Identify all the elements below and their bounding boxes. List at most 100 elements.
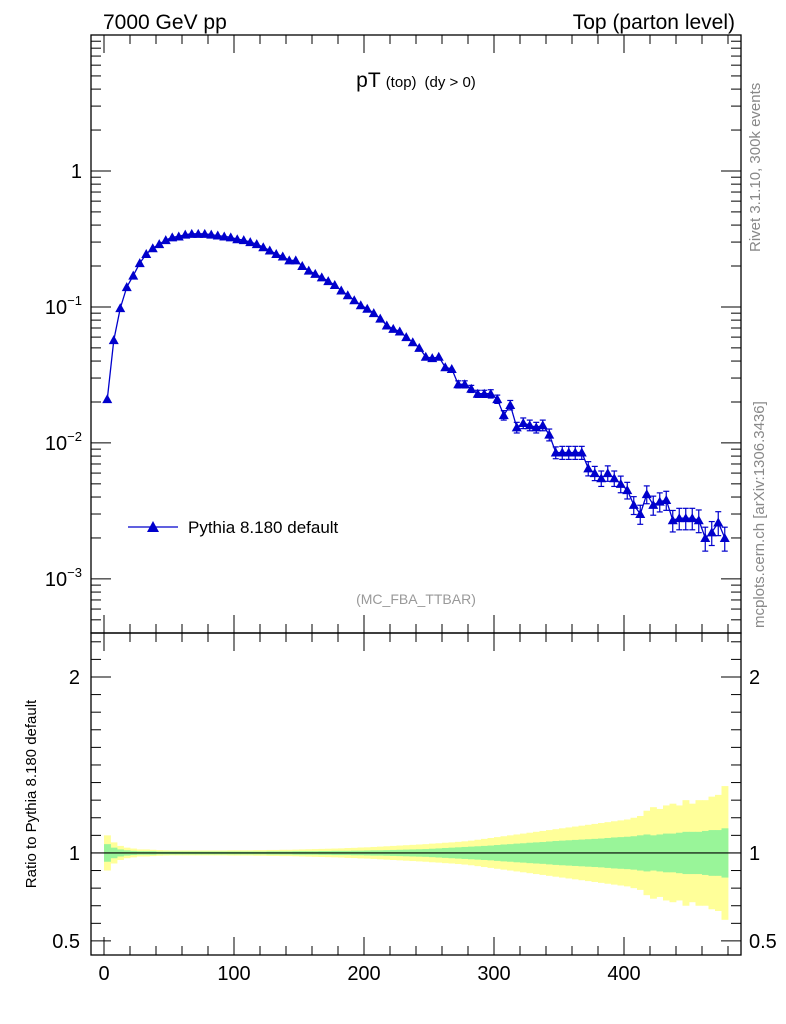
data-point (232, 234, 243, 244)
rivet-version-label: Rivet 3.1.10, 300k events (747, 83, 764, 252)
data-point (303, 265, 314, 275)
data-point (290, 255, 301, 265)
main-plot-frame (90, 34, 742, 634)
data-point (401, 332, 412, 342)
data-point (251, 239, 262, 249)
legend-label: Pythia 8.180 default (188, 518, 339, 537)
data-point (557, 447, 568, 457)
data-point (407, 337, 418, 347)
data-point (368, 308, 379, 318)
data-point (674, 513, 685, 523)
data-point (622, 485, 633, 495)
y-tick-label: 10−1 (45, 293, 82, 319)
data-point (576, 447, 587, 457)
data-point (414, 342, 425, 352)
data-point (687, 513, 698, 523)
y-tick-label: 1 (71, 161, 82, 183)
data-point (186, 228, 197, 238)
ratio-y-tick-label-left: 0.5 (52, 931, 80, 953)
ratio-y-tick-label-left: 1 (69, 843, 80, 865)
data-point (323, 276, 334, 286)
legend-triangle-marker (147, 521, 159, 532)
data-point (160, 235, 171, 245)
data-point (355, 300, 366, 310)
data-point (511, 422, 522, 432)
data-point (154, 239, 165, 249)
x-tick-label: 100 (217, 963, 250, 985)
data-point (225, 232, 236, 242)
data-point (453, 379, 464, 389)
data-point (388, 323, 399, 333)
data-point (219, 231, 230, 241)
data-point (193, 228, 204, 238)
data-point (446, 363, 457, 373)
data-point (212, 230, 223, 240)
data-point (563, 447, 574, 457)
data-point (583, 463, 594, 473)
data-point (693, 515, 704, 525)
data-point (277, 251, 288, 261)
data-point (433, 351, 444, 361)
x-tick-label: 0 (98, 963, 109, 985)
x-tick-label: 400 (607, 963, 640, 985)
header-right: Top (parton level) (573, 11, 735, 34)
data-point (505, 400, 516, 410)
data-point (297, 261, 308, 271)
data-point (121, 282, 132, 292)
data-point (238, 235, 249, 245)
data-point (394, 326, 405, 336)
data-point (713, 517, 724, 527)
y-tick-label: 10−3 (45, 565, 82, 591)
header-left: 7000 GeV pp (103, 11, 227, 34)
data-point (134, 258, 145, 268)
mcplots-source-label: mcplots.cern.ch [arXiv:1306.3436] (751, 401, 768, 628)
data-point (518, 418, 529, 428)
data-point (492, 394, 503, 404)
data-point (141, 249, 152, 259)
data-point (609, 473, 620, 483)
ratio-plot: 0.5 0.5 1 1 2 2 0 100 200 300 400 Ratio to Pythia … (23, 632, 777, 985)
data-point (115, 303, 126, 313)
analysis-watermark: (MC_FBA_TTBAR) (356, 591, 476, 607)
x-tick-label: 300 (477, 963, 510, 985)
data-point (648, 499, 659, 509)
x-tick-label: 200 (347, 963, 380, 985)
data-point (440, 362, 451, 372)
data-point (466, 383, 477, 393)
ratio-plot-frame (90, 632, 742, 956)
data-point (602, 468, 613, 478)
ratio-y-axis-label: Ratio to Pythia 8.180 default (23, 699, 40, 888)
data-point (596, 473, 607, 483)
data-point (102, 394, 113, 404)
data-point (570, 447, 581, 457)
data-point (245, 237, 256, 247)
data-point (342, 290, 353, 300)
data-point (258, 242, 269, 252)
y-tick-label: 10−2 (45, 429, 82, 455)
data-point (459, 379, 470, 389)
data-point (485, 388, 496, 398)
ratio-y-tick-label-left: 2 (69, 667, 80, 689)
data-point (316, 272, 327, 282)
data-point (479, 388, 490, 398)
data-point (264, 245, 275, 255)
data-point (661, 495, 672, 505)
data-point (310, 268, 321, 278)
series-line-pythia (106, 233, 726, 540)
data-point (524, 420, 535, 430)
data-point (362, 303, 373, 313)
data-point (420, 351, 431, 361)
data-point (680, 513, 691, 523)
data-point (700, 532, 711, 542)
data-point (615, 478, 626, 488)
data-point (641, 489, 652, 499)
data-point (147, 243, 158, 253)
data-point (284, 255, 295, 265)
data-point (329, 280, 340, 290)
data-point (381, 320, 392, 330)
data-point (550, 447, 561, 457)
data-point (206, 229, 217, 239)
data-point (537, 420, 548, 430)
data-point (375, 313, 386, 323)
